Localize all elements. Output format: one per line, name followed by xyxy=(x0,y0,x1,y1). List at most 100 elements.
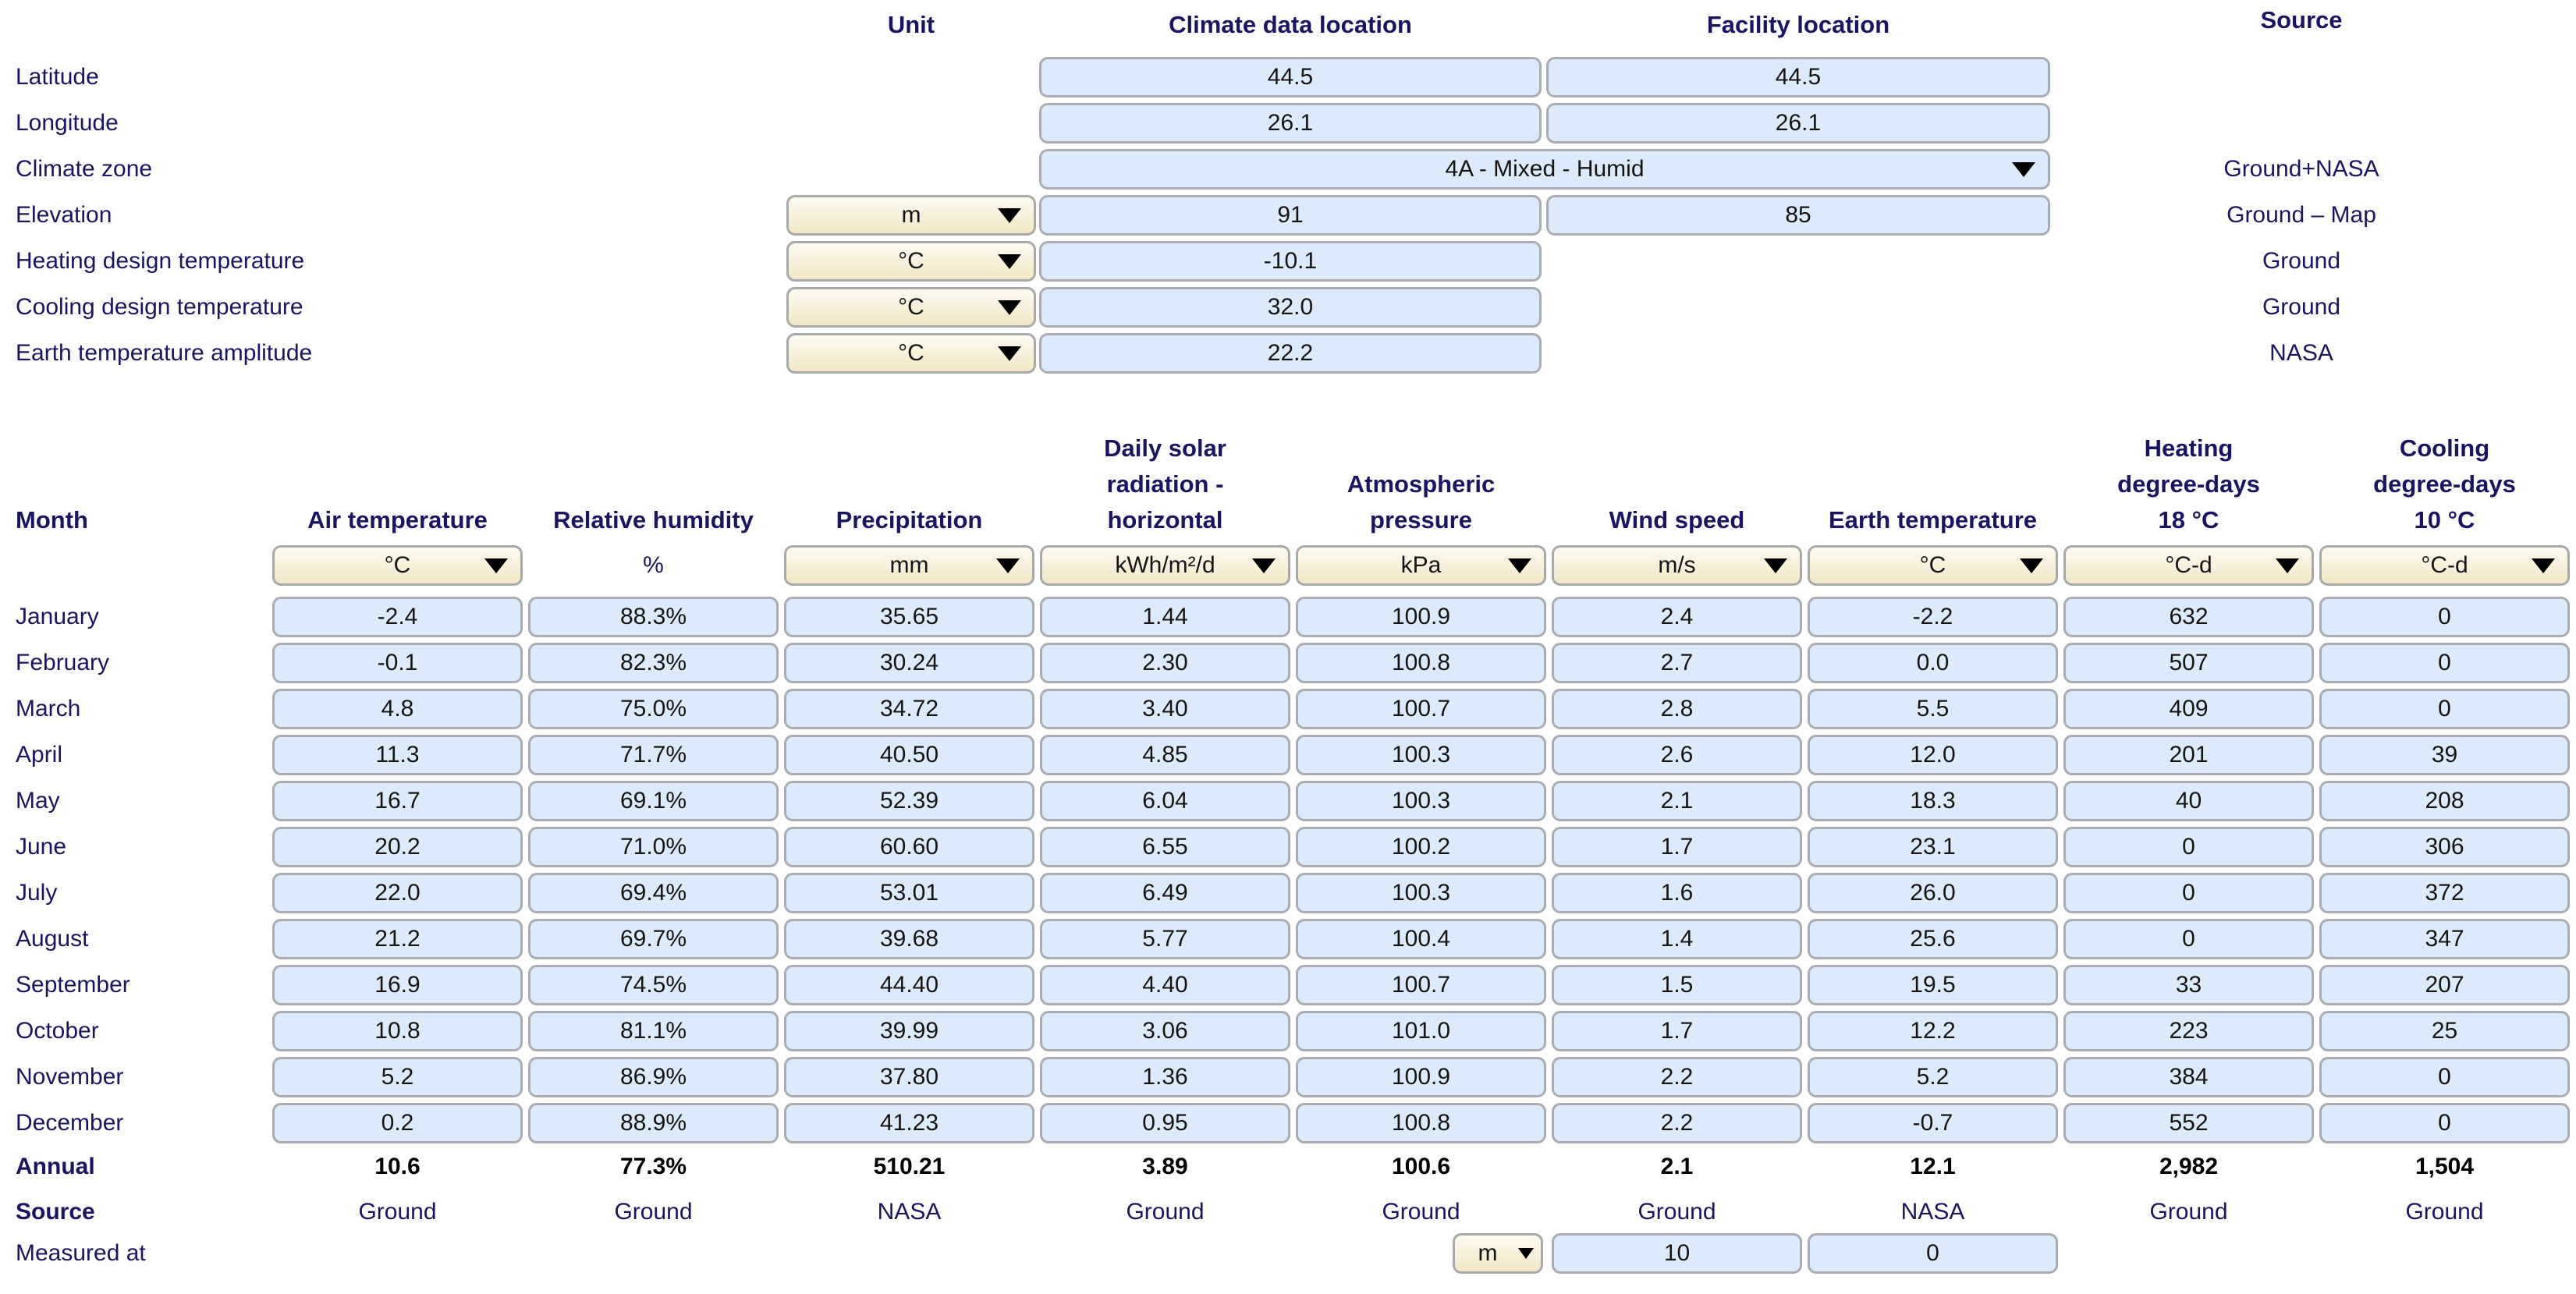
cell-atmospheric_pressure[interactable]: 100.8 xyxy=(1296,643,1546,683)
cell-precipitation[interactable]: 34.72 xyxy=(784,689,1034,729)
cell-atmospheric_pressure[interactable]: 100.2 xyxy=(1296,827,1546,867)
cell-daily_solar_radiation_horizontal[interactable]: 6.55 xyxy=(1040,827,1290,867)
cell-earth_temperature[interactable]: 26.0 xyxy=(1808,873,2058,913)
cell-relative_humidity[interactable]: 69.4% xyxy=(528,873,779,913)
cell-air_temperature[interactable]: 5.2 xyxy=(272,1057,523,1097)
measured-at-earth-temperature-cell[interactable]: 0 xyxy=(1808,1233,2058,1274)
cell-cooling_degree_days[interactable]: 347 xyxy=(2319,919,2570,959)
cell-air_temperature[interactable]: 4.8 xyxy=(272,689,523,729)
cell-air_temperature[interactable]: 10.8 xyxy=(272,1011,523,1051)
cell-precipitation[interactable]: 35.65 xyxy=(784,597,1034,637)
cell-air_temperature[interactable]: -0.1 xyxy=(272,643,523,683)
cell-atmospheric_pressure[interactable]: 101.0 xyxy=(1296,1011,1546,1051)
cell-cooling_degree_days[interactable]: 0 xyxy=(2319,643,2570,683)
measured-at-unit-select[interactable]: m xyxy=(1453,1233,1543,1274)
cell-air_temperature[interactable]: 0.2 xyxy=(272,1103,523,1143)
cell-cooling_degree_days[interactable]: 39 xyxy=(2319,735,2570,775)
cell-earth_temperature[interactable]: 23.1 xyxy=(1808,827,2058,867)
cell-precipitation[interactable]: 39.68 xyxy=(784,919,1034,959)
unit-select-heating_degree_days[interactable]: °C-d xyxy=(2063,545,2314,586)
cell-earth_temperature[interactable]: 0.0 xyxy=(1808,643,2058,683)
cell-daily_solar_radiation_horizontal[interactable]: 4.40 xyxy=(1040,965,1290,1005)
unit-select-air_temperature[interactable]: °C xyxy=(272,545,523,586)
cell-atmospheric_pressure[interactable]: 100.7 xyxy=(1296,965,1546,1005)
unit-select-atmospheric_pressure[interactable]: kPa xyxy=(1296,545,1546,586)
unit-select-wind_speed[interactable]: m/s xyxy=(1552,545,1802,586)
cell-daily_solar_radiation_horizontal[interactable]: 5.77 xyxy=(1040,919,1290,959)
cell-air_temperature[interactable]: -2.4 xyxy=(272,597,523,637)
unit-select-heating_design_temperature[interactable]: °C xyxy=(786,241,1036,282)
cell-wind_speed[interactable]: 2.6 xyxy=(1552,735,1802,775)
cell-precipitation[interactable]: 37.80 xyxy=(784,1057,1034,1097)
cell-atmospheric_pressure[interactable]: 100.3 xyxy=(1296,873,1546,913)
cell-air_temperature[interactable]: 21.2 xyxy=(272,919,523,959)
cell-daily_solar_radiation_horizontal[interactable]: 0.95 xyxy=(1040,1103,1290,1143)
cell-heating_degree_days[interactable]: 552 xyxy=(2063,1103,2314,1143)
cell-air_temperature[interactable]: 16.9 xyxy=(272,965,523,1005)
cell-heating_degree_days[interactable]: 40 xyxy=(2063,781,2314,821)
cell-earth_temperature[interactable]: 12.2 xyxy=(1808,1011,2058,1051)
cell-wind_speed[interactable]: 1.4 xyxy=(1552,919,1802,959)
cell-wind_speed[interactable]: 2.1 xyxy=(1552,781,1802,821)
unit-select-earth_temperature_amplitude[interactable]: °C xyxy=(786,333,1036,374)
cell-heating_degree_days[interactable]: 33 xyxy=(2063,965,2314,1005)
cell-earth_temperature[interactable]: 25.6 xyxy=(1808,919,2058,959)
unit-select-elevation[interactable]: m xyxy=(786,195,1036,236)
cell-precipitation[interactable]: 30.24 xyxy=(784,643,1034,683)
cell-precipitation[interactable]: 44.40 xyxy=(784,965,1034,1005)
cell-wind_speed[interactable]: 1.7 xyxy=(1552,1011,1802,1051)
cell-relative_humidity[interactable]: 86.9% xyxy=(528,1057,779,1097)
cell-relative_humidity[interactable]: 71.7% xyxy=(528,735,779,775)
cell-cooling_degree_days[interactable]: 25 xyxy=(2319,1011,2570,1051)
cell-wind_speed[interactable]: 2.8 xyxy=(1552,689,1802,729)
facility-location-cell-latitude[interactable]: 44.5 xyxy=(1546,57,2050,97)
cell-precipitation[interactable]: 53.01 xyxy=(784,873,1034,913)
cell-air_temperature[interactable]: 20.2 xyxy=(272,827,523,867)
cell-wind_speed[interactable]: 2.2 xyxy=(1552,1057,1802,1097)
cell-cooling_degree_days[interactable]: 0 xyxy=(2319,1103,2570,1143)
cell-heating_degree_days[interactable]: 507 xyxy=(2063,643,2314,683)
cell-heating_degree_days[interactable]: 201 xyxy=(2063,735,2314,775)
cell-daily_solar_radiation_horizontal[interactable]: 4.85 xyxy=(1040,735,1290,775)
cell-daily_solar_radiation_horizontal[interactable]: 6.49 xyxy=(1040,873,1290,913)
cell-earth_temperature[interactable]: 19.5 xyxy=(1808,965,2058,1005)
cell-air_temperature[interactable]: 22.0 xyxy=(272,873,523,913)
unit-select-cooling_degree_days[interactable]: °C-d xyxy=(2319,545,2570,586)
climate-location-cell-elevation[interactable]: 91 xyxy=(1039,195,1542,236)
cell-cooling_degree_days[interactable]: 208 xyxy=(2319,781,2570,821)
cell-relative_humidity[interactable]: 69.7% xyxy=(528,919,779,959)
cell-atmospheric_pressure[interactable]: 100.8 xyxy=(1296,1103,1546,1143)
cell-cooling_degree_days[interactable]: 372 xyxy=(2319,873,2570,913)
cell-precipitation[interactable]: 40.50 xyxy=(784,735,1034,775)
cell-daily_solar_radiation_horizontal[interactable]: 3.06 xyxy=(1040,1011,1290,1051)
climate-location-cell-cooling_design_temperature[interactable]: 32.0 xyxy=(1039,287,1542,328)
cell-cooling_degree_days[interactable]: 0 xyxy=(2319,597,2570,637)
cell-earth_temperature[interactable]: 12.0 xyxy=(1808,735,2058,775)
climate-location-cell-longitude[interactable]: 26.1 xyxy=(1039,103,1542,144)
climate-zone-select[interactable]: 4A - Mixed - Humid xyxy=(1039,149,2050,190)
cell-heating_degree_days[interactable]: 0 xyxy=(2063,827,2314,867)
cell-heating_degree_days[interactable]: 0 xyxy=(2063,919,2314,959)
cell-relative_humidity[interactable]: 69.1% xyxy=(528,781,779,821)
unit-select-earth_temperature[interactable]: °C xyxy=(1808,545,2058,586)
cell-precipitation[interactable]: 52.39 xyxy=(784,781,1034,821)
cell-relative_humidity[interactable]: 88.9% xyxy=(528,1103,779,1143)
cell-cooling_degree_days[interactable]: 306 xyxy=(2319,827,2570,867)
cell-precipitation[interactable]: 41.23 xyxy=(784,1103,1034,1143)
cell-daily_solar_radiation_horizontal[interactable]: 1.44 xyxy=(1040,597,1290,637)
cell-earth_temperature[interactable]: 18.3 xyxy=(1808,781,2058,821)
cell-heating_degree_days[interactable]: 0 xyxy=(2063,873,2314,913)
unit-select-daily_solar_radiation_horizontal[interactable]: kWh/m²/d xyxy=(1040,545,1290,586)
cell-earth_temperature[interactable]: -0.7 xyxy=(1808,1103,2058,1143)
cell-wind_speed[interactable]: 2.7 xyxy=(1552,643,1802,683)
cell-daily_solar_radiation_horizontal[interactable]: 2.30 xyxy=(1040,643,1290,683)
cell-cooling_degree_days[interactable]: 207 xyxy=(2319,965,2570,1005)
cell-atmospheric_pressure[interactable]: 100.7 xyxy=(1296,689,1546,729)
cell-relative_humidity[interactable]: 88.3% xyxy=(528,597,779,637)
cell-daily_solar_radiation_horizontal[interactable]: 3.40 xyxy=(1040,689,1290,729)
cell-relative_humidity[interactable]: 75.0% xyxy=(528,689,779,729)
facility-location-cell-elevation[interactable]: 85 xyxy=(1546,195,2050,236)
cell-air_temperature[interactable]: 11.3 xyxy=(272,735,523,775)
cell-atmospheric_pressure[interactable]: 100.3 xyxy=(1296,735,1546,775)
cell-cooling_degree_days[interactable]: 0 xyxy=(2319,1057,2570,1097)
